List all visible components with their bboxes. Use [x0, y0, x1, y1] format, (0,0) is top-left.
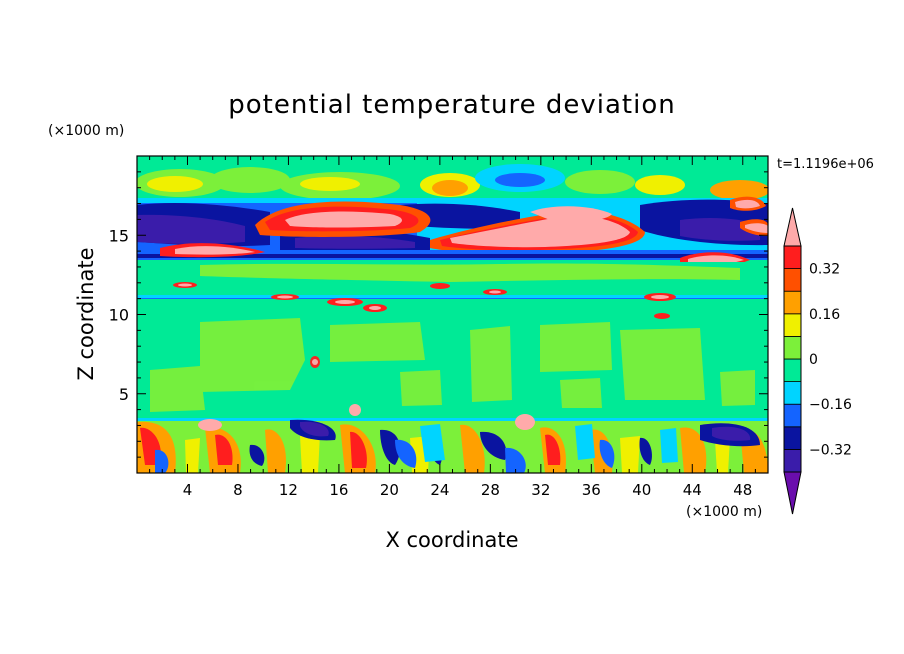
y-tick-label: 15 — [109, 226, 129, 245]
x-tick-label: 20 — [380, 481, 399, 499]
contour-field — [137, 156, 768, 473]
strong-band — [137, 196, 768, 256]
x-tick-label: 32 — [531, 481, 550, 499]
x-axis-label: X coordinate — [385, 528, 518, 552]
colorbar-tick-label: −0.16 — [809, 397, 852, 413]
colorbar-segment — [783, 426, 802, 450]
chart-title: potential temperature deviation — [228, 90, 675, 120]
colorbar-max-arrow — [783, 207, 802, 247]
x-axis: 4 8 12 16 20 24 28 32 36 40 44 48 — [149, 156, 756, 499]
x-tick-label: 48 — [733, 481, 752, 499]
colorbar-tick-label: −0.32 — [809, 442, 852, 458]
colorbar-segment — [783, 268, 802, 292]
y-axis: 5 10 15 — [109, 171, 768, 458]
x-tick-label: 16 — [329, 481, 348, 499]
colorbar-segment — [783, 290, 802, 315]
colorbar-segment — [783, 448, 802, 473]
x-tick-label: 40 — [632, 481, 651, 499]
colorbar-frame — [783, 245, 802, 473]
colorbar-segment — [783, 403, 802, 428]
colorbar-segment — [783, 381, 802, 405]
x-tick-label: 4 — [183, 481, 193, 499]
colorbar-segment — [783, 313, 802, 337]
colorbar-tick-label: 0 — [809, 352, 818, 368]
x-tick-label: 28 — [481, 481, 500, 499]
y-axis-label: Z coordinate — [74, 247, 98, 380]
boundary-layer — [137, 404, 768, 473]
x-tick-label: 36 — [582, 481, 601, 499]
x-tick-label: 44 — [683, 481, 702, 499]
colorbar-segment — [783, 358, 802, 383]
x-unit-label: (×1000 m) — [686, 504, 762, 520]
y-tick-label: 5 — [119, 385, 129, 404]
time-label: t=1.1196e+06 — [777, 157, 874, 172]
x-tick-label: 8 — [233, 481, 243, 499]
colorbar-tick-label: 0.32 — [809, 262, 840, 278]
colorbar: 0.32 0.16 0 −0.16 −0.32 — [783, 207, 852, 515]
upper-layer — [137, 164, 768, 200]
quiet-region — [150, 318, 755, 412]
y-unit-label: (×1000 m) — [48, 123, 124, 139]
x-tick-label: 24 — [430, 481, 449, 499]
colorbar-segment — [783, 335, 802, 360]
y-tick-label: 10 — [109, 306, 129, 325]
mid-band — [137, 243, 768, 319]
colorbar-tick-label: 0.16 — [809, 307, 840, 323]
colorbar-segment — [783, 245, 802, 270]
colorbar-min-arrow — [783, 471, 802, 515]
x-tick-label: 12 — [279, 481, 298, 499]
